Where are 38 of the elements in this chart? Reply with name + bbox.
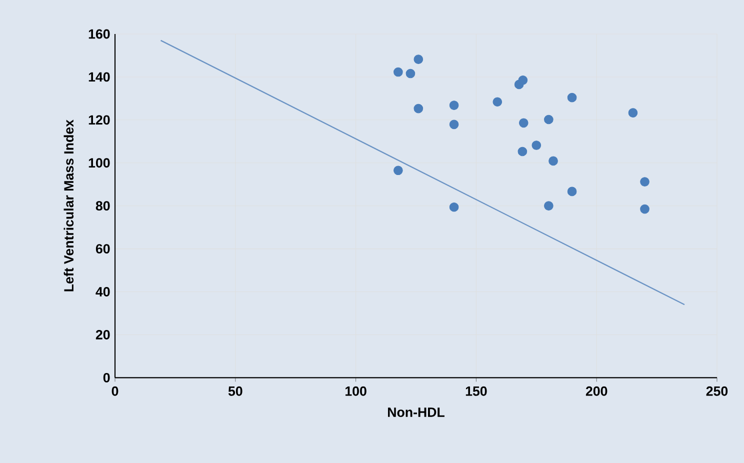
point [532, 140, 542, 150]
y-tick-label: 60 [96, 244, 110, 254]
point [548, 156, 558, 166]
point [518, 146, 528, 156]
point [449, 120, 459, 130]
point [640, 177, 650, 186]
point [544, 201, 554, 211]
y-tick-label: 0 [103, 372, 110, 382]
x-tick-label: 0 [112, 386, 118, 396]
y-axis-title: Left Ventricular Mass Index [64, 120, 74, 292]
point [628, 108, 638, 118]
y-tick-label: 100 [88, 158, 110, 168]
y-tick-label: 140 [88, 72, 110, 82]
point [518, 76, 528, 85]
x-tick-label: 50 [228, 386, 242, 396]
x-tick-label: 200 [586, 386, 608, 396]
y-tick-label: 160 [88, 29, 110, 39]
point [567, 186, 577, 196]
x-tick-label: 100 [346, 386, 366, 396]
y-tick-label: 40 [96, 287, 110, 296]
x-tick-label: 150 [466, 386, 487, 396]
y-tick-label: 20 [96, 330, 110, 340]
point [449, 202, 459, 212]
point [414, 104, 424, 114]
point [640, 204, 650, 214]
point [449, 100, 459, 110]
point [492, 97, 502, 107]
point [406, 68, 416, 78]
point [394, 67, 403, 77]
point [544, 114, 554, 124]
x-axis-title: Non-HDL [388, 408, 444, 417]
y-tick-label: 120 [88, 115, 110, 125]
y-tick-label: 80 [96, 201, 110, 211]
point [567, 92, 577, 102]
x-tick-label: 250 [706, 386, 728, 396]
point [518, 118, 528, 128]
point [394, 166, 403, 176]
point [414, 54, 424, 64]
